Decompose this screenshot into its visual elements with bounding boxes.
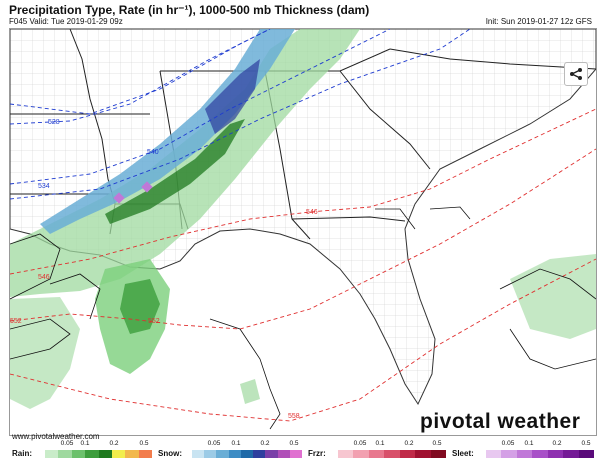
legend-rain: Rain: 0.05 0.1 0.2 0.5 xyxy=(12,437,154,463)
thickness-label: 546 xyxy=(38,274,50,281)
legend-tick: 0.5 xyxy=(139,440,149,447)
map-title: Precipitation Type, Rate (in hr⁻¹), 1000… xyxy=(9,3,370,17)
thickness-label: 558 xyxy=(288,413,300,420)
valid-time: F045 Valid: Tue 2019-01-29 09z xyxy=(9,17,123,26)
legend-tick: 0.05 xyxy=(501,440,515,447)
legend-tick: 0.1 xyxy=(524,440,534,447)
legend-tick: 0.2 xyxy=(404,440,414,447)
thickness-label: 528 xyxy=(48,119,60,126)
weather-map[interactable]: 528 534 540 546 546 552 552 558 xyxy=(9,28,597,436)
header: Precipitation Type, Rate (in hr⁻¹), 1000… xyxy=(0,0,600,28)
share-button[interactable] xyxy=(564,62,588,86)
legend-label: Snow: xyxy=(158,449,182,458)
legend-tick: 0.2 xyxy=(552,440,562,447)
contours xyxy=(10,206,596,430)
rain-band xyxy=(10,29,360,297)
thickness-label: 534 xyxy=(38,183,50,190)
legend-tick: 0.1 xyxy=(231,440,241,447)
legend-tick: 0.1 xyxy=(375,440,385,447)
map-canvas: 528 534 540 546 546 552 552 558 xyxy=(10,29,596,430)
legend-tick: 0.05 xyxy=(207,440,221,447)
rain-gulf-core xyxy=(120,279,160,334)
snow-band xyxy=(40,29,295,234)
legend-colorbar xyxy=(192,450,302,458)
legend-label: Frzr: xyxy=(308,449,326,458)
rain-south xyxy=(240,379,260,404)
legend-snow: Snow: 0.05 0.1 0.2 0.5 xyxy=(158,437,304,463)
legend: Rain: 0.05 0.1 0.2 0.5 Snow: 0.05 0.1 0.… xyxy=(0,437,600,463)
legend-tick: 0.1 xyxy=(80,440,90,447)
pivotal-weather-logo: pivotal weather xyxy=(420,410,581,433)
rain-atlantic xyxy=(510,254,596,339)
legend-tick: 0.05 xyxy=(60,440,74,447)
legend-tick: 0.5 xyxy=(432,440,442,447)
legend-tick: 0.2 xyxy=(260,440,270,447)
legend-label: Rain: xyxy=(12,449,32,458)
thickness-labels: 528 534 540 546 546 552 552 558 xyxy=(10,119,318,420)
thickness-label: 540 xyxy=(147,149,159,156)
thickness-label: 552 xyxy=(10,318,22,325)
thickness-label: 546 xyxy=(306,209,318,216)
thickness-cold xyxy=(10,29,471,200)
thickness-label: 552 xyxy=(148,318,160,325)
rain-heavy-line xyxy=(105,119,245,224)
init-time: Init: Sun 2019-01-27 12z GFS xyxy=(485,17,592,26)
legend-colorbar xyxy=(45,450,152,458)
legend-tick: 0.5 xyxy=(289,440,299,447)
snow-core xyxy=(205,59,260,134)
legend-tick: 0.5 xyxy=(581,440,591,447)
legend-colorbar xyxy=(338,450,446,458)
legend-sleet: Sleet: 0.05 0.1 0.2 0.5 xyxy=(452,437,598,463)
share-icon xyxy=(570,68,582,80)
legend-colorbar xyxy=(486,450,594,458)
legend-tick: 0.05 xyxy=(353,440,367,447)
thickness-warm xyxy=(10,108,596,422)
legend-label: Sleet: xyxy=(452,449,474,458)
site-url[interactable]: www.pivotalweather.com xyxy=(12,432,100,441)
legend-frzr: Frzr: 0.05 0.1 0.2 0.5 xyxy=(308,437,448,463)
legend-tick: 0.2 xyxy=(109,440,119,447)
